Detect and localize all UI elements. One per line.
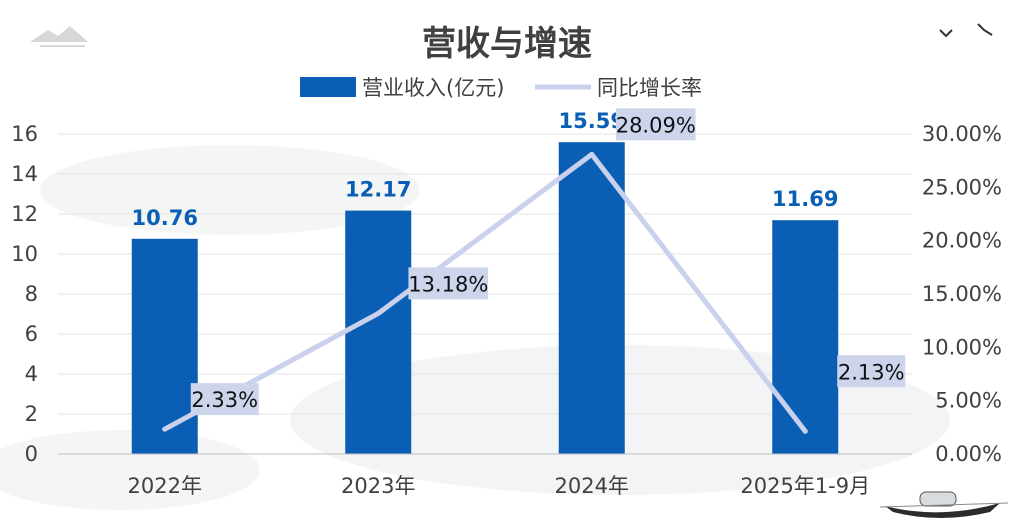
bar [772, 220, 839, 454]
x-category-label: 2024年 [555, 474, 629, 498]
line-point [589, 151, 595, 157]
bar [345, 210, 412, 454]
line-data-labels: 2.33% 13.18% 28.09% 2.13% [190, 108, 906, 416]
right-tick-label: 0.00% [935, 442, 1002, 466]
x-category-label: 2023年 [341, 474, 415, 498]
legend: 营业收入(亿元) 同比增长率 [300, 76, 702, 100]
line-point [802, 428, 808, 434]
bar-data-labels: 10.76 12.17 15.59 11.69 [132, 109, 839, 230]
growth-line [162, 151, 808, 434]
line-value-label: 13.18% [408, 272, 488, 296]
line-value-label: 28.09% [616, 113, 696, 137]
left-tick-label: 6 [25, 322, 38, 346]
left-tick-label: 2 [25, 402, 38, 426]
line-label-box [190, 383, 259, 416]
bar-value-label: 15.59 [559, 109, 625, 133]
line-value-label: 2.33% [191, 388, 258, 412]
left-tick-label: 8 [25, 282, 38, 306]
mountain-icon [30, 26, 88, 47]
line-series [162, 151, 808, 434]
line-label-box [615, 108, 696, 141]
bar-value-label: 10.76 [132, 206, 198, 230]
right-tick-label: 20.00% [922, 229, 1002, 253]
left-y-axis: 0 2 4 6 8 10 12 14 16 [11, 122, 38, 466]
right-y-axis: 0.00% 5.00% 10.00% 15.00% 20.00% 25.00% 30.00% [922, 122, 1002, 466]
right-tick-label: 30.00% [922, 122, 1002, 146]
boat-icon [879, 491, 1009, 518]
line-point [162, 426, 168, 432]
left-tick-label: 0 [25, 442, 38, 466]
chart-title: 营收与增速 [422, 24, 592, 64]
legend-bar-label: 营业收入(亿元) [362, 76, 504, 100]
legend-line-label: 同比增长率 [597, 76, 702, 100]
bar [558, 142, 625, 454]
bar-value-label: 11.69 [772, 187, 838, 211]
left-tick-label: 10 [11, 242, 38, 266]
bar [131, 238, 198, 454]
line-label-box [408, 267, 489, 300]
x-axis: 2022年 2023年 2024年 2025年1-9月 [58, 453, 912, 498]
line-value-label: 2.13% [838, 360, 905, 384]
birds-icon [939, 23, 993, 38]
right-tick-label: 25.00% [922, 175, 1002, 199]
line-label-box [837, 355, 906, 388]
right-tick-label: 10.00% [922, 335, 1002, 359]
bar-series [131, 142, 839, 454]
x-category-label: 2025年1-9月 [740, 474, 870, 498]
right-tick-label: 5.00% [935, 389, 1002, 413]
left-tick-label: 4 [25, 362, 38, 386]
bar-value-label: 12.17 [345, 178, 411, 202]
x-category-label: 2022年 [128, 474, 202, 498]
legend-bar-swatch [300, 77, 356, 97]
line-point [375, 310, 381, 316]
left-tick-label: 14 [11, 162, 38, 186]
right-tick-label: 15.00% [922, 282, 1002, 306]
left-tick-label: 12 [11, 202, 38, 226]
left-tick-label: 16 [11, 122, 38, 146]
